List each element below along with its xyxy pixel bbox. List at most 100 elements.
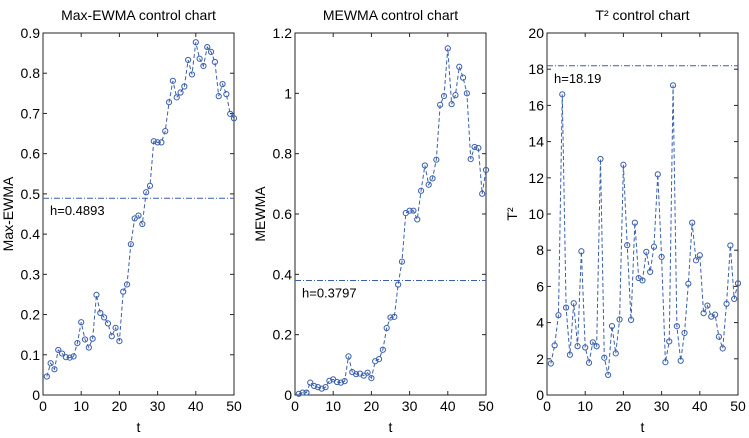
- max-ewma-chart-panel: Max-EWMA control chart t Max-EWMA h=0.48…: [0, 7, 242, 435]
- data-point: [421, 162, 428, 169]
- data-point: [643, 248, 650, 255]
- data-point: [173, 94, 180, 101]
- y-tick-label: 18: [528, 61, 544, 77]
- data-point: [696, 252, 703, 259]
- data-point: [448, 101, 455, 108]
- series-line: [550, 85, 739, 376]
- t2-chart-panel: T² control chart t T² h=18.19 0 10 20 30 40 5…: [504, 7, 746, 435]
- data-point: [59, 350, 66, 357]
- data-point: [322, 384, 329, 391]
- data-point: [196, 55, 203, 62]
- data-point: [66, 354, 73, 361]
- data-point: [74, 340, 81, 347]
- chart-title: MEWMA control chart: [323, 7, 458, 23]
- data-point: [437, 101, 444, 108]
- data-point: [311, 382, 318, 390]
- y-tick-label: 16: [528, 97, 544, 113]
- y-tick-label: 12: [528, 170, 544, 186]
- x-tick-label: 0: [39, 398, 47, 414]
- data-point: [589, 339, 596, 346]
- y-tick-label: 0.3: [21, 266, 41, 282]
- data-point: [681, 329, 688, 337]
- x-tick-label: 20: [364, 398, 380, 414]
- data-point: [414, 216, 421, 223]
- data-point: [585, 359, 593, 366]
- data-point: [78, 319, 85, 326]
- data-point: [669, 82, 677, 89]
- x-tick-label: 10: [577, 398, 593, 414]
- data-point: [295, 390, 302, 397]
- data-point: [318, 385, 325, 392]
- y-tick-label: 0.2: [273, 327, 293, 343]
- x-tick-label: 40: [692, 398, 708, 414]
- data-point: [555, 312, 562, 319]
- data-point: [566, 351, 574, 358]
- data-point: [647, 268, 654, 276]
- data-point: [601, 354, 608, 361]
- x-tick-label: 30: [402, 398, 418, 414]
- x-tick-label: 40: [188, 398, 204, 414]
- data-point: [570, 300, 577, 307]
- data-point: [616, 316, 623, 323]
- data-point: [463, 90, 470, 97]
- y-tick-label: 0.4: [21, 226, 41, 242]
- x-tick-label: 30: [150, 398, 166, 414]
- data-point: [345, 353, 352, 360]
- y-axis-label: Max-EWMA: [0, 176, 16, 251]
- data-point: [150, 138, 157, 145]
- data-point: [204, 43, 211, 51]
- data-point: [398, 258, 406, 265]
- data-point: [475, 144, 482, 152]
- data-point: [188, 71, 196, 78]
- data-point: [81, 336, 89, 343]
- data-point: [93, 291, 100, 298]
- y-tick-label: 0.6: [21, 146, 41, 162]
- data-point: [387, 314, 394, 321]
- data-point: [727, 242, 734, 249]
- data-point: [471, 143, 478, 151]
- x-tick-label: 40: [440, 398, 456, 414]
- x-tick-label: 50: [730, 398, 746, 414]
- data-point: [185, 56, 192, 64]
- y-tick-label: 0.8: [273, 146, 293, 162]
- data-point: [685, 280, 692, 287]
- data-point: [51, 366, 58, 373]
- data-point: [215, 93, 222, 100]
- data-point: [597, 155, 604, 163]
- data-point: [719, 345, 726, 352]
- series-line: [298, 48, 487, 395]
- data-point: [627, 316, 635, 323]
- x-axis-label: t: [641, 419, 645, 435]
- data-point: [108, 333, 115, 340]
- data-point: [139, 220, 146, 228]
- data-point: [658, 253, 665, 260]
- x-tick-label: 0: [291, 398, 299, 414]
- data-point: [482, 166, 490, 174]
- data-point: [299, 389, 306, 396]
- y-tick-label: 6: [536, 278, 544, 294]
- y-tick-label: 0.5: [21, 186, 41, 202]
- data-point: [162, 128, 169, 135]
- y-tick-label: 0.8: [21, 65, 41, 81]
- data-point: [574, 343, 581, 350]
- data-point: [101, 314, 108, 321]
- data-point: [731, 295, 738, 302]
- x-axis-label: t: [137, 419, 141, 435]
- x-tick-label: 10: [325, 398, 341, 414]
- y-tick-label: 8: [536, 242, 544, 258]
- data-point: [620, 161, 627, 168]
- x-tick-label: 20: [112, 398, 128, 414]
- data-point: [711, 311, 719, 318]
- data-point: [689, 219, 696, 226]
- threshold-label: h=0.4893: [50, 203, 105, 218]
- data-point: [479, 190, 486, 197]
- data-point: [383, 324, 390, 332]
- data-point: [723, 300, 730, 307]
- threshold-label: h=0.3797: [302, 285, 357, 300]
- data-point: [341, 378, 348, 385]
- data-point: [85, 344, 92, 351]
- data-point: [677, 357, 684, 364]
- data-point: [402, 209, 409, 217]
- data-point: [444, 45, 451, 52]
